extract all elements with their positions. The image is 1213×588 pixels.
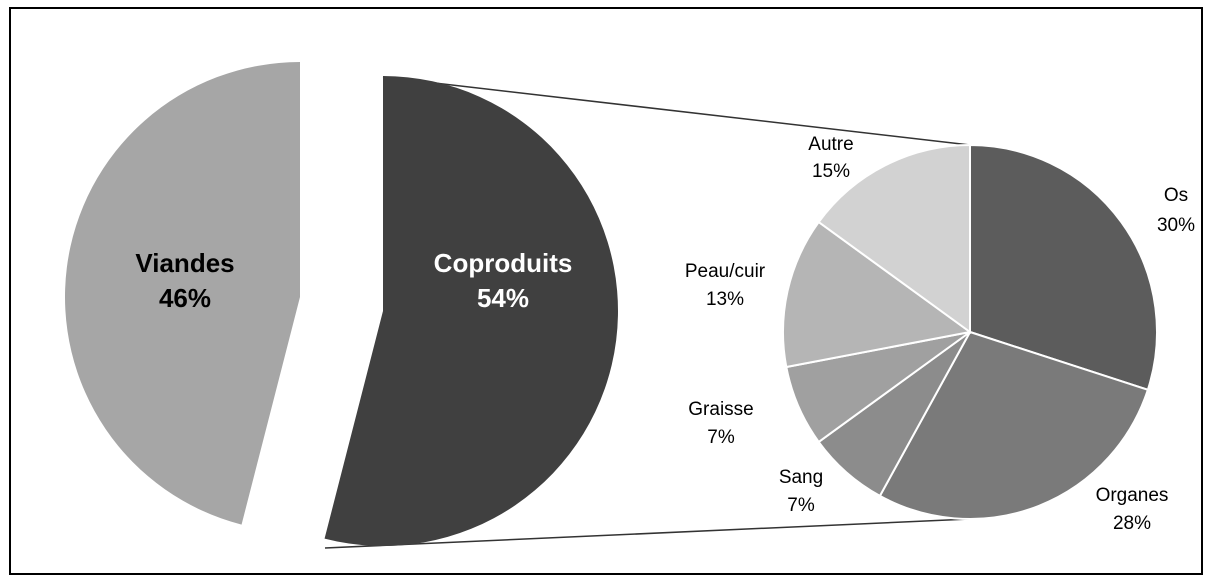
pie-slice — [878, 330, 1150, 520]
slice-label: Viandes — [135, 248, 234, 278]
slice-label: Peau/cuir — [685, 261, 766, 282]
slice-value-label: 7% — [787, 495, 815, 516]
slice-label: Os — [1164, 185, 1188, 206]
pie-slice — [969, 143, 1158, 392]
slice-value-label: 30% — [1157, 215, 1195, 236]
pie-slice — [817, 143, 971, 334]
slice-value-label: 54% — [477, 283, 529, 313]
connector — [382, 76, 971, 146]
pie-slice — [782, 220, 973, 369]
slice-value-label: 13% — [706, 289, 744, 310]
slice-value-label: 28% — [1113, 513, 1151, 534]
slice-value-label: 15% — [812, 161, 850, 182]
connector — [324, 518, 971, 549]
slice-label: Organes — [1096, 485, 1169, 506]
pie-slice — [324, 76, 619, 547]
slice-label: Autre — [808, 134, 853, 155]
slice-label: Sang — [779, 467, 823, 488]
pie-slice — [64, 62, 301, 525]
slice-label: Graisse — [688, 399, 753, 420]
slice-value-label: 46% — [159, 283, 211, 313]
slice-label: Coproduits — [434, 248, 573, 278]
slice-value-label: 7% — [707, 427, 735, 448]
